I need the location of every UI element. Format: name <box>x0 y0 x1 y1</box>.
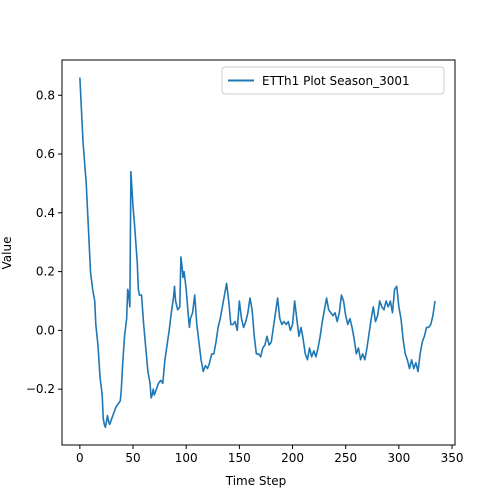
x-tick-label: 100 <box>175 451 198 465</box>
y-axis-label: Value <box>0 237 14 270</box>
y-tick-label: 0.6 <box>36 147 55 161</box>
x-tick-label: 150 <box>228 451 251 465</box>
y-tick-label: 0.2 <box>36 265 55 279</box>
x-tick-label: 0 <box>76 451 84 465</box>
x-tick-label: 200 <box>281 451 304 465</box>
plot-frame <box>61 59 456 446</box>
x-tick-label: 250 <box>334 451 357 465</box>
x-tick-label: 300 <box>387 451 410 465</box>
y-tick-label: 0.4 <box>36 206 55 220</box>
x-axis-label: Time Step <box>225 474 287 488</box>
x-axis-ticks: 0 50 100 150 200 250 300 350 <box>76 445 463 465</box>
x-tick-label: 350 <box>441 451 464 465</box>
legend: ETTh1 Plot Season_3001 <box>221 66 445 95</box>
plot-layer <box>79 77 436 429</box>
y-tick-label: 0.8 <box>36 88 55 102</box>
y-axis-ticks: −0.2 0.0 0.2 0.4 0.6 0.8 <box>26 88 62 396</box>
y-tick-label: 0.0 <box>36 323 55 337</box>
series-line-0 <box>79 77 436 429</box>
legend-box <box>221 66 445 95</box>
x-tick-label: 50 <box>125 451 140 465</box>
y-tick-label: −0.2 <box>26 382 55 396</box>
legend-label: ETTh1 Plot Season_3001 <box>262 74 410 88</box>
